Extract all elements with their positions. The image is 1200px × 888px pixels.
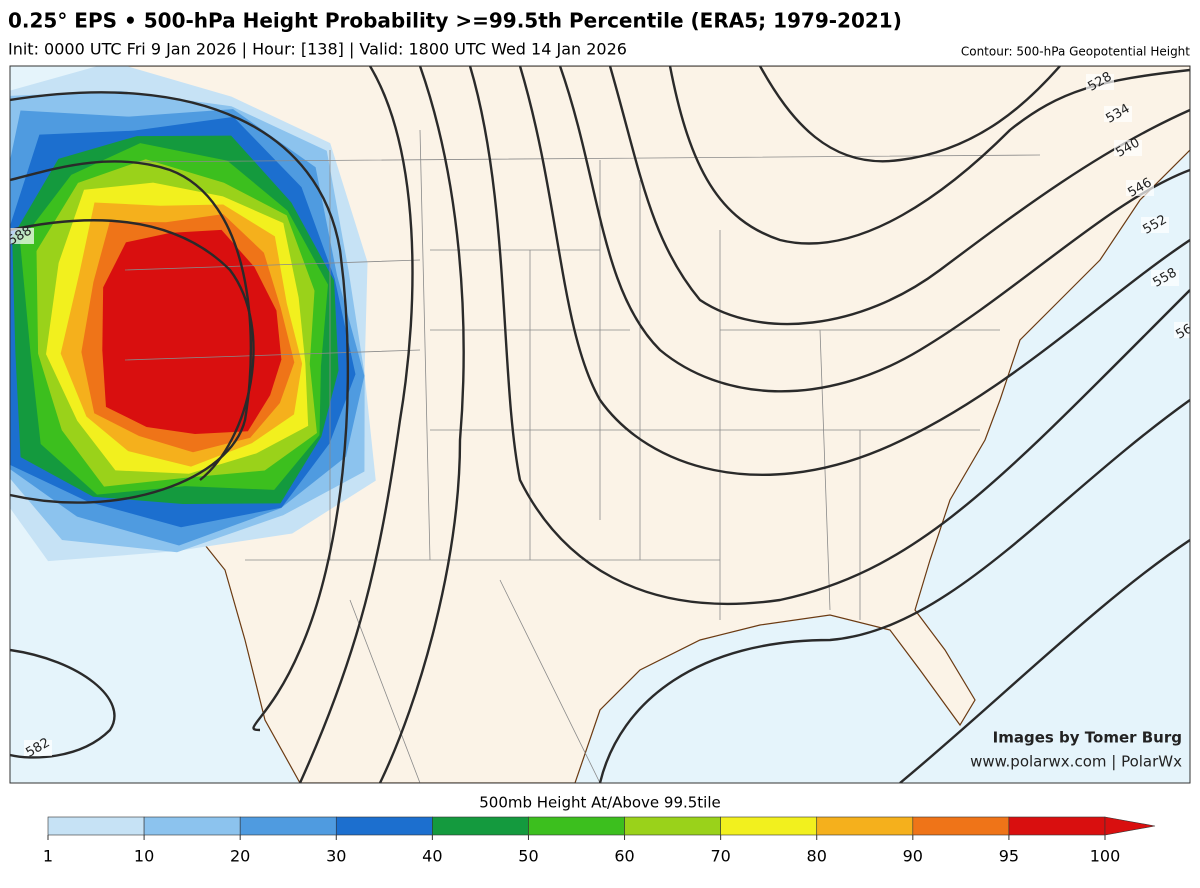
contours [10, 66, 1190, 783]
colorbar-segment [143, 816, 241, 836]
contour-label-bg [1141, 217, 1169, 233]
contour-note: Contour: 500-hPa Geopotential Height [961, 45, 1190, 59]
colorbar-tick-label: 30 [326, 847, 346, 866]
colorbar-tick-label: 60 [614, 847, 634, 866]
contour-label-bg [1151, 270, 1179, 286]
contour-label-bg [1114, 140, 1142, 156]
colorbar-tick-label: 90 [903, 847, 923, 866]
colorbar-segment [335, 816, 433, 836]
colorbar-segment [720, 816, 818, 836]
colorbar-tick-label: 50 [518, 847, 538, 866]
contour-label-bg [1174, 322, 1190, 338]
contour-label-bg [1086, 74, 1114, 90]
subtitle: Init: 0000 UTC Fri 9 Jan 2026 | Hour: [1… [8, 40, 627, 59]
colorbar-tick-label: 70 [710, 847, 730, 866]
contour-label-bg [1104, 106, 1132, 122]
colorbar-segment [239, 816, 337, 836]
title: 0.25° EPS • 500-hPa Height Probability >… [8, 9, 902, 33]
map-frame [9, 65, 1191, 784]
colorbar-tick-label: 20 [230, 847, 250, 866]
colorbar-tick-label: 10 [134, 847, 154, 866]
contour-label-bg [10, 228, 34, 244]
colorbar-title: 500mb Height At/Above 99.5tile [479, 794, 721, 812]
contour-label-bg [24, 740, 52, 756]
credit: www.polarwx.com | PolarWx [970, 753, 1182, 771]
colorbar-segment [624, 816, 721, 836]
colorbar-tick-label: 95 [999, 847, 1019, 866]
colorbar-segment [912, 816, 1010, 836]
colorbar-segment [47, 816, 145, 836]
colorbar-segment [816, 816, 914, 836]
colorbar: 1 10 20 30 40 50 60 70 80 90 95 100 [43, 816, 1156, 866]
colorbar-tick-label: 40 [422, 847, 442, 866]
colorbar-arrow [1104, 816, 1156, 836]
credit: Images by Tomer Burg [993, 729, 1182, 747]
colorbar-segment [1008, 816, 1106, 836]
colorbar-segment [528, 816, 625, 836]
colorbar-segment [432, 816, 529, 836]
colorbar-tick-label: 100 [1090, 847, 1121, 866]
colorbar-tick-label: 1 [43, 847, 53, 866]
contour-label-bg [1126, 180, 1154, 196]
colorbar-tick-label: 80 [807, 847, 827, 866]
